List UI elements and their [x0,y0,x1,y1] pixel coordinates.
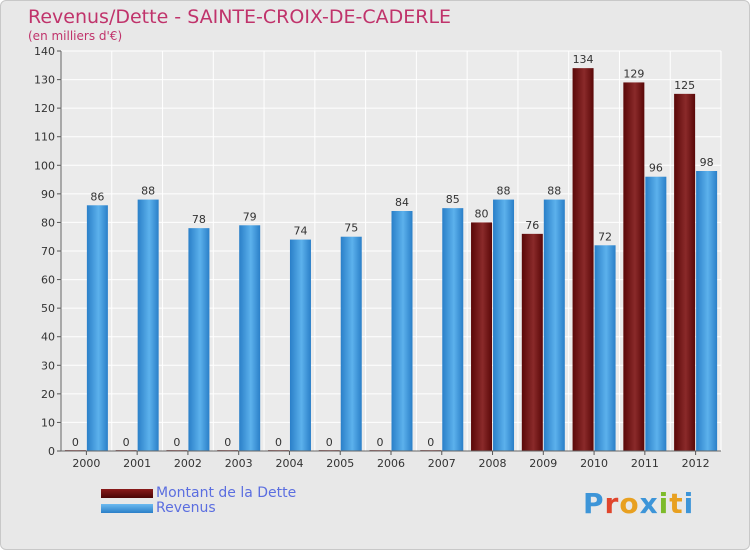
x-tick-label: 2004 [275,457,303,470]
data-label-revenus: 88 [497,185,511,198]
x-tick-label: 2012 [682,457,710,470]
data-label-revenus: 75 [344,222,358,235]
data-label-revenus: 85 [446,193,460,206]
y-tick-label: 70 [41,245,55,258]
y-tick-label: 90 [41,188,55,201]
bar-revenus [86,205,108,451]
x-tick-label: 2003 [225,457,253,470]
data-label-dette: 0 [427,436,434,449]
bar-dette [521,233,543,451]
bar-revenus [645,176,667,451]
y-tick-label: 100 [34,159,55,172]
x-tick-label: 2006 [377,457,405,470]
bar-revenus [493,199,515,451]
y-tick-label: 60 [41,274,55,287]
legend-swatch-dette [101,489,153,498]
data-label-revenus: 88 [141,185,155,198]
data-label-revenus: 72 [598,230,612,243]
chart-subtitle: (en milliers d'€) [28,29,123,43]
bar-dette [674,93,696,451]
y-tick-label: 20 [41,388,55,401]
data-label-dette: 129 [623,67,644,80]
x-tick-label: 2009 [529,457,557,470]
y-tick-label: 40 [41,331,55,344]
data-label-revenus: 84 [395,196,409,209]
grid [60,50,722,452]
y-tick-label: 30 [41,359,55,372]
bars: 0 86 0 88 0 78 0 79 0 74 0 75 0 84 0 85 80 88 76 88 134 72 129… [64,53,718,452]
data-label-dette: 0 [72,436,79,449]
bar-dette [623,82,645,451]
data-label-dette: 0 [275,436,282,449]
x-tick-label: 2005 [326,457,354,470]
bar-revenus [137,199,159,451]
x-tick-label: 2010 [580,457,608,470]
x-tick-label: 2008 [479,457,507,470]
chart-title: Revenus/Dette - SAINTE-CROIX-DE-CADERLE [28,6,452,28]
x-tick-label: 2011 [631,457,659,470]
y-tick-label: 120 [34,102,55,115]
data-label-dette: 0 [123,436,130,449]
data-label-revenus: 96 [649,162,663,175]
data-label-dette: 125 [674,79,695,92]
data-label-revenus: 98 [700,156,714,169]
bar-revenus [543,199,565,451]
data-label-dette: 0 [377,436,384,449]
bar-revenus [188,228,210,451]
data-label-revenus: 78 [192,213,206,226]
x-tick-label: 2007 [428,457,456,470]
bar-revenus [289,239,311,451]
bar-revenus [340,236,362,451]
data-label-dette: 80 [475,207,489,220]
x-tick-label: 2001 [123,457,151,470]
legend-label-dette: Montant de la Dette [156,485,297,501]
y-tick-label: 80 [41,216,55,229]
bar-revenus [594,245,616,451]
data-label-revenus: 86 [90,190,104,203]
data-label-dette: 0 [173,436,180,449]
data-label-dette: 134 [573,53,594,66]
data-label-dette: 0 [224,436,231,449]
y-tick-label: 110 [34,131,55,144]
x-axis: 2000 2001 2002 2003 2004 2005 2006 2007 2008 2009… [61,450,721,470]
data-label-revenus: 74 [293,225,307,238]
legend-label-revenus: Revenus [156,500,216,516]
data-label-dette: 0 [326,436,333,449]
bar-revenus [391,211,413,451]
bar-dette [471,222,493,451]
bar-revenus [696,171,718,451]
y-axis: 0 10 20 30 40 50 60 70 80 90 100 110 120 130 140 [34,45,62,458]
bar-revenus [239,225,261,451]
bar-dette [572,68,594,452]
legend-swatch-revenus [101,504,153,513]
proxiti-logo: Proxiti [583,487,695,520]
bar-revenus [442,208,464,451]
y-tick-label: 10 [41,416,55,429]
y-tick-label: 140 [34,45,55,58]
data-label-revenus: 79 [243,210,257,223]
data-label-dette: 76 [525,219,539,232]
data-label-revenus: 88 [547,185,561,198]
y-tick-label: 0 [48,445,55,458]
y-tick-label: 130 [34,74,55,87]
x-tick-label: 2002 [174,457,202,470]
y-tick-label: 50 [41,302,55,315]
x-tick-label: 2000 [72,457,100,470]
